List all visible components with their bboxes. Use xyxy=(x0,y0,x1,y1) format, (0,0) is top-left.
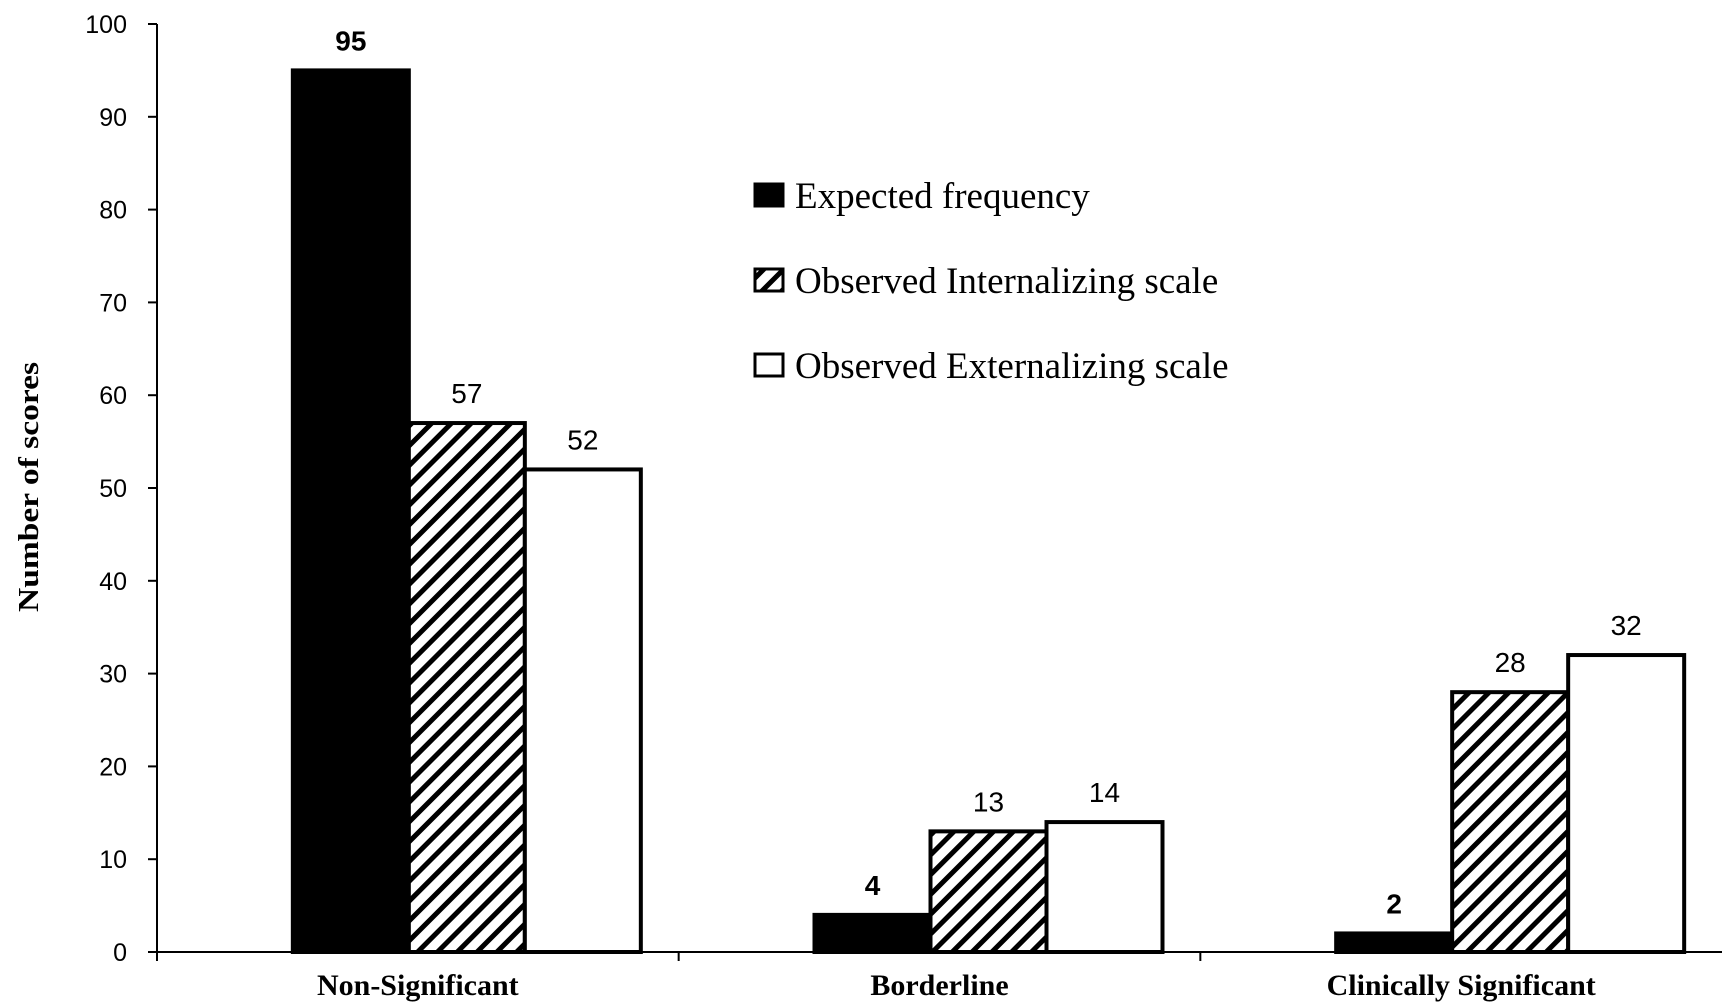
legend-swatch-1 xyxy=(753,182,785,208)
y-tick-label-9: 80 xyxy=(99,197,127,225)
y-tick-label-1: 0 xyxy=(113,939,127,967)
x-ticks-group: Non-Significant Borderline Clinically Sign… xyxy=(317,969,1596,1002)
data-labels-group: 95 57 52 4 13 14 2 28 32 xyxy=(335,25,1641,919)
y-tick-label-8: 70 xyxy=(99,289,127,317)
bar-2-1 xyxy=(406,421,527,955)
legend-label-3: Observed Externalizing scale xyxy=(795,346,1229,387)
y-tick-label-5: 40 xyxy=(99,568,127,596)
x-tick-label-2: Borderline xyxy=(870,969,1008,1002)
bar-1-2 xyxy=(812,912,933,955)
y-ticks-group: 0 10 20 30 40 50 60 70 80 90 100 xyxy=(85,11,157,967)
y-tick-label-3: 20 xyxy=(99,753,127,781)
bar-1-1 xyxy=(290,68,411,954)
legend-swatch-3 xyxy=(753,352,785,378)
bar-3-3 xyxy=(1566,653,1687,954)
data-label-1-2: 4 xyxy=(865,870,881,901)
data-label-2-1: 57 xyxy=(451,378,482,409)
y-axis-label: Number of scores xyxy=(14,362,45,612)
y-tick-label-6: 50 xyxy=(99,475,127,503)
data-label-2-3: 28 xyxy=(1495,647,1526,678)
y-tick-label-11: 100 xyxy=(85,11,127,39)
bar-3-2 xyxy=(1044,820,1165,955)
data-label-3-2: 14 xyxy=(1089,777,1120,808)
y-tick-label-7: 60 xyxy=(99,382,127,410)
legend-swatch-2 xyxy=(753,267,785,293)
bar-2-3 xyxy=(1450,690,1571,954)
bar-2-2 xyxy=(928,829,1049,954)
data-label-3-1: 52 xyxy=(567,424,598,455)
y-tick-label-10: 90 xyxy=(99,104,127,132)
legend-label-2: Observed Internalizing scale xyxy=(795,261,1218,302)
data-label-1-3: 2 xyxy=(1386,888,1402,919)
data-label-2-2: 13 xyxy=(973,786,1004,817)
x-tick-label-3: Clinically Significant xyxy=(1327,969,1596,1002)
legend: Expected frequency Observed Internalizing… xyxy=(753,176,1229,387)
y-tick-label-2: 10 xyxy=(99,846,127,874)
bars-group xyxy=(290,68,1687,955)
legend-label-1: Expected frequency xyxy=(795,176,1090,217)
bar-1-3 xyxy=(1334,931,1455,955)
data-label-1-1: 95 xyxy=(335,25,366,56)
y-tick-label-4: 30 xyxy=(99,661,127,689)
x-tick-label-1: Non-Significant xyxy=(317,969,519,1002)
bar-3-1 xyxy=(522,467,643,954)
data-label-3-3: 32 xyxy=(1611,610,1642,641)
